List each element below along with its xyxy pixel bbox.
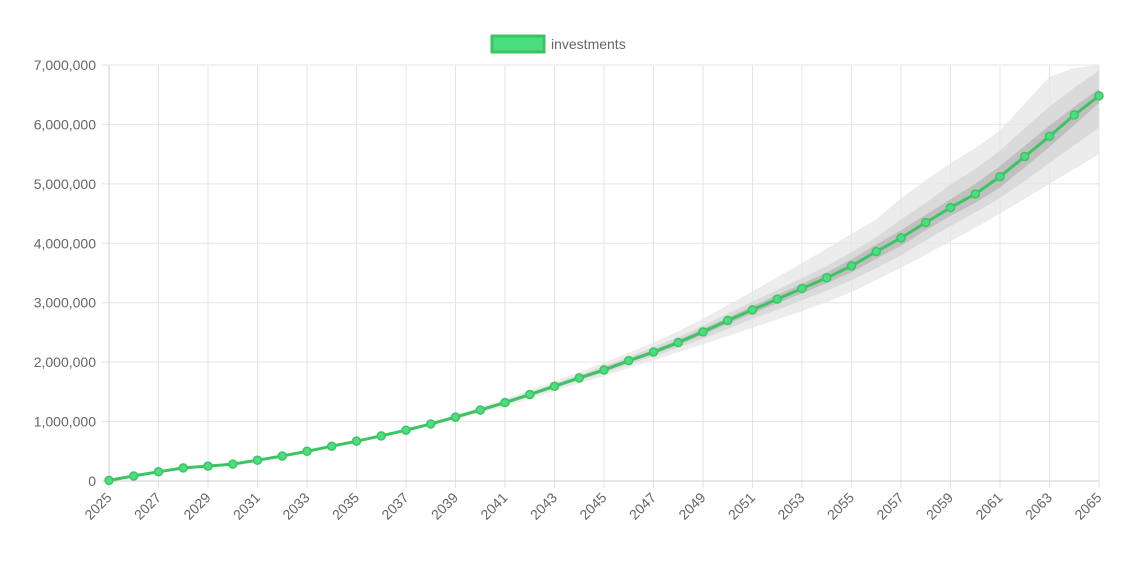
x-axis: 2025 2027 2029 2031 2033 2035 2037 2039 2041 2043… (81, 489, 1104, 522)
data-point (153, 467, 164, 477)
data-point (945, 202, 956, 213)
chart-legend[interactable]: investments (490, 34, 626, 54)
y-tick-label: 7,000,000 (34, 57, 96, 73)
data-point (822, 273, 832, 283)
x-tick-label: 2045 (576, 489, 609, 522)
data-point (896, 233, 906, 243)
x-tick-label: 2047 (626, 489, 659, 522)
data-point (549, 381, 560, 391)
legend-label-investments: investments (551, 36, 626, 52)
y-tick-label: 1,000,000 (34, 414, 96, 430)
data-point (302, 446, 312, 457)
data-point (203, 461, 213, 471)
chart-grid (102, 64, 1100, 488)
x-tick-label: 2063 (1022, 489, 1055, 522)
data-point (475, 405, 485, 415)
data-point (178, 463, 188, 473)
y-tick-label: 0 (88, 473, 96, 489)
x-tick-label: 2031 (230, 489, 263, 522)
data-point (723, 315, 733, 326)
y-axis: 0 1,000,000 2,000,000 3,000,000 4,000,000 5,0… (34, 57, 97, 489)
data-point (327, 441, 337, 451)
data-point (797, 283, 807, 294)
x-tick-label: 2043 (527, 489, 560, 522)
x-tick-label: 2057 (873, 489, 906, 522)
y-tick-label: 5,000,000 (34, 176, 96, 192)
data-point (401, 425, 411, 435)
data-point (995, 171, 1005, 182)
x-tick-label: 2055 (824, 489, 857, 522)
data-point (574, 373, 584, 383)
x-tick-label: 2051 (725, 489, 758, 522)
x-tick-label: 2059 (923, 489, 956, 522)
investments-series (104, 91, 1104, 486)
data-point (426, 419, 436, 429)
x-tick-label: 2041 (477, 489, 510, 522)
data-point (351, 436, 362, 446)
x-tick-label: 2049 (675, 489, 708, 522)
data-point (921, 217, 931, 228)
legend-swatch-investments (490, 34, 546, 54)
data-point (376, 431, 386, 441)
data-point (1020, 151, 1030, 162)
data-point (104, 475, 114, 486)
data-point (1069, 110, 1079, 120)
x-tick-label: 2053 (774, 489, 807, 522)
data-point (673, 337, 683, 348)
data-point (500, 397, 510, 408)
data-point (698, 327, 708, 337)
x-tick-label: 2033 (279, 489, 312, 522)
data-point (970, 189, 980, 199)
data-point (599, 365, 609, 375)
data-point (747, 305, 758, 315)
x-tick-label: 2065 (1071, 489, 1104, 522)
data-point (525, 389, 535, 400)
data-point (846, 261, 857, 271)
data-point (228, 459, 238, 469)
y-tick-label: 3,000,000 (34, 295, 96, 311)
x-tick-label: 2027 (131, 489, 164, 522)
data-point (871, 246, 881, 257)
x-tick-label: 2035 (329, 489, 362, 522)
x-tick-label: 2025 (81, 489, 114, 522)
data-point (772, 294, 782, 304)
data-point (1094, 91, 1104, 101)
y-tick-label: 6,000,000 (34, 116, 96, 132)
x-tick-label: 2061 (972, 489, 1005, 522)
y-tick-label: 2,000,000 (34, 354, 96, 370)
y-tick-label: 4,000,000 (34, 235, 96, 251)
data-point (277, 451, 287, 461)
x-tick-label: 2029 (180, 489, 213, 522)
data-point (624, 355, 634, 366)
data-point (648, 347, 659, 357)
data-point (129, 471, 139, 481)
data-point (450, 412, 461, 422)
x-tick-label: 2039 (428, 489, 461, 522)
data-point (252, 455, 263, 465)
data-point (1044, 131, 1055, 142)
x-tick-label: 2037 (378, 489, 411, 522)
